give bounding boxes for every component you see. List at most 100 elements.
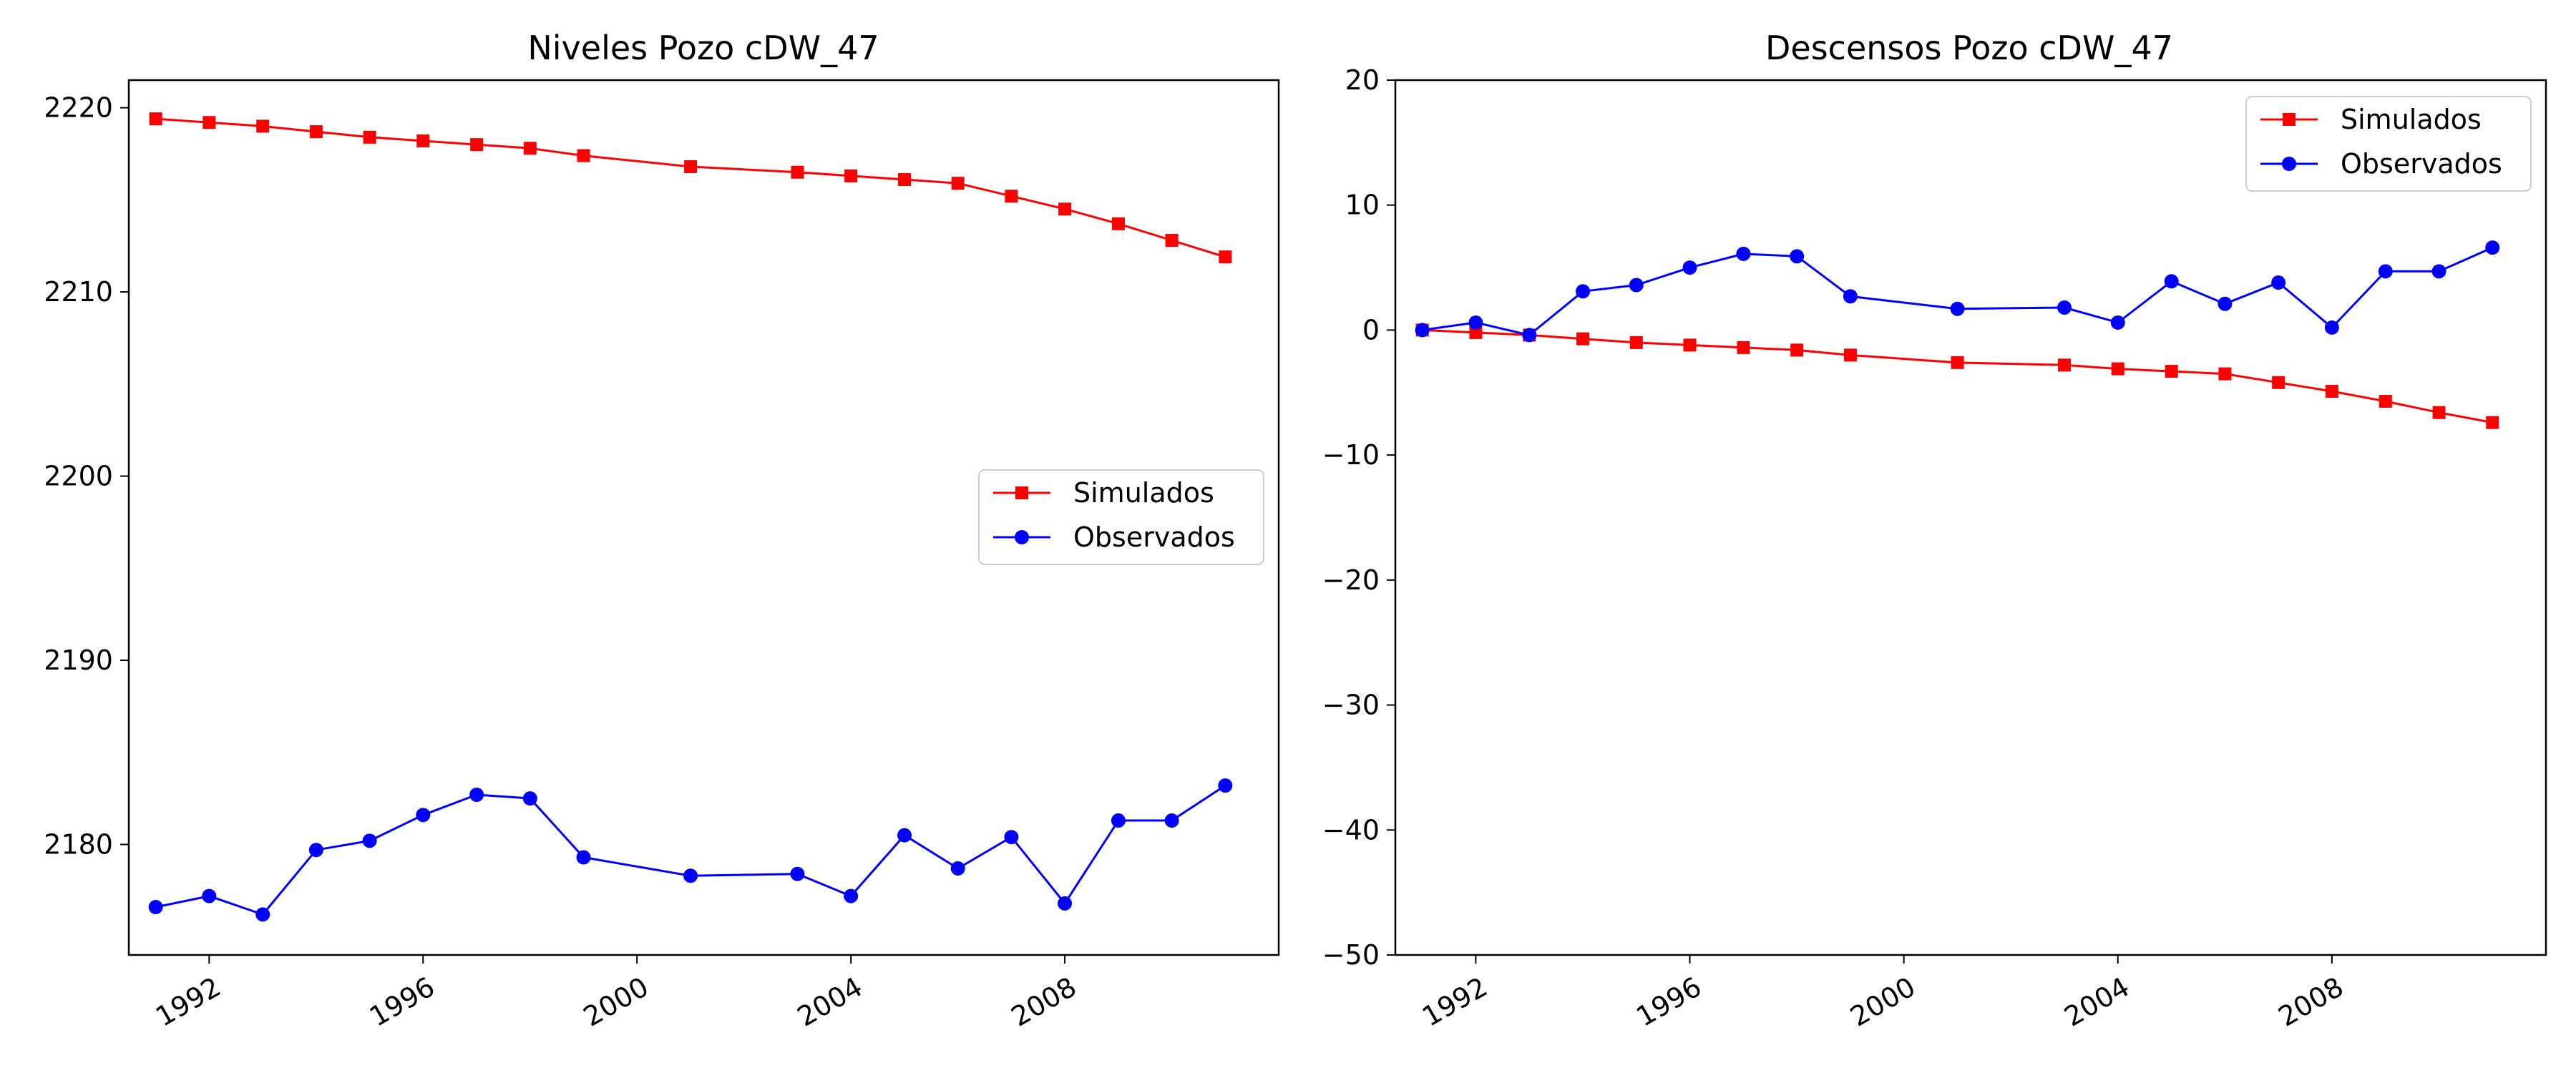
data-point-observados [1576, 284, 1591, 299]
data-point-observados [2378, 264, 2393, 279]
data-point-simulados [2272, 376, 2285, 389]
data-point-simulados [791, 165, 804, 179]
data-point-simulados [256, 119, 270, 133]
data-point-observados [2431, 264, 2446, 279]
data-point-observados [416, 808, 431, 823]
data-point-simulados [1219, 250, 1232, 264]
data-point-simulados [416, 134, 430, 147]
data-point-observados [2271, 275, 2286, 290]
data-point-simulados [149, 112, 162, 126]
data-point-observados [1058, 896, 1073, 911]
y-tick-label: −40 [1322, 814, 1380, 846]
data-point-simulados [2218, 367, 2232, 381]
data-point-simulados [470, 138, 484, 152]
data-point-simulados [523, 142, 537, 155]
data-point-observados [148, 900, 163, 915]
y-tick-label: 2190 [44, 645, 113, 676]
data-point-observados [844, 888, 859, 903]
data-point-observados [1111, 813, 1126, 828]
data-point-observados [1468, 315, 1483, 330]
data-point-simulados [951, 177, 965, 190]
legend-marker-square [1015, 486, 1028, 499]
data-point-observados [1950, 301, 1965, 316]
data-point-simulados [577, 149, 590, 162]
y-tick-label: 2210 [44, 276, 113, 308]
legend-label-observados: Observados [2341, 148, 2502, 180]
data-point-observados [1415, 323, 1430, 338]
data-point-observados [255, 907, 270, 922]
data-point-simulados [1843, 348, 1857, 362]
data-point-simulados [1629, 335, 1643, 349]
legend: Simulados Observados [978, 469, 1264, 565]
legend-marker-circle [1015, 530, 1029, 544]
data-point-simulados [1111, 217, 1125, 230]
data-point-simulados [2432, 406, 2446, 419]
chart-title: Descensos Pozo cDW_47 [1765, 29, 2173, 67]
data-point-observados [2485, 240, 2500, 255]
data-point-simulados [203, 116, 216, 129]
y-tick-label: −30 [1322, 690, 1380, 721]
data-point-simulados [2379, 395, 2392, 408]
data-point-simulados [309, 125, 323, 139]
data-point-observados [522, 791, 537, 806]
y-tick-label: −50 [1322, 939, 1380, 971]
data-point-observados [2057, 300, 2072, 315]
data-point-simulados [1737, 340, 1750, 354]
data-point-simulados [2058, 358, 2072, 372]
data-point-observados [2110, 315, 2125, 330]
legend: Simulados Observados [2245, 96, 2532, 192]
data-point-observados [362, 833, 377, 848]
axes-frame [1394, 79, 2547, 956]
data-point-simulados [1469, 325, 1483, 339]
data-point-simulados [898, 173, 912, 187]
chart-title: Niveles Pozo cDW_47 [527, 29, 879, 67]
data-point-observados [1843, 289, 1858, 304]
data-point-simulados [2486, 416, 2499, 429]
data-point-simulados [363, 130, 376, 144]
data-point-observados [2324, 320, 2339, 335]
data-point-simulados [844, 169, 858, 182]
data-point-observados [1522, 328, 1537, 343]
legend-label-simulados: Simulados [2341, 104, 2482, 135]
axes-frame [127, 79, 1280, 956]
y-tick-label: −10 [1322, 439, 1380, 471]
y-tick-label: 2180 [44, 829, 113, 861]
data-point-observados [1790, 249, 1805, 264]
legend-label-simulados: Simulados [1073, 477, 1214, 509]
y-tick-label: 2200 [44, 461, 113, 492]
data-point-observados [308, 843, 323, 858]
legend-marker-square [2283, 113, 2296, 126]
data-point-observados [469, 787, 484, 802]
data-point-simulados [2325, 385, 2338, 398]
y-tick-label: 0 [1362, 314, 1380, 346]
data-point-simulados [1683, 338, 1697, 352]
data-point-simulados [2111, 362, 2124, 376]
y-tick-label: 10 [1345, 190, 1380, 221]
data-point-simulados [1058, 202, 1072, 216]
data-point-simulados [1005, 190, 1018, 203]
legend-marker-circle [2282, 157, 2296, 171]
data-point-observados [897, 828, 912, 843]
data-point-simulados [1790, 343, 1804, 357]
data-point-observados [202, 888, 217, 903]
data-point-observados [1218, 778, 1233, 793]
data-point-observados [1736, 246, 1751, 261]
data-point-observados [2164, 274, 2179, 289]
plot-area [1415, 240, 2500, 429]
data-point-simulados [2165, 365, 2178, 378]
data-point-observados [790, 866, 805, 881]
legend-label-observados: Observados [1073, 521, 1235, 553]
data-point-simulados [1576, 332, 1590, 346]
plot-area [148, 112, 1233, 922]
y-tick-label: −20 [1322, 564, 1380, 596]
data-point-simulados [1951, 356, 1964, 369]
data-point-observados [683, 868, 698, 883]
data-point-observados [1164, 813, 1179, 828]
data-point-observados [2218, 296, 2233, 311]
data-point-observados [576, 850, 591, 865]
data-point-observados [1629, 278, 1644, 293]
data-point-observados [950, 861, 965, 876]
data-point-simulados [1165, 234, 1179, 248]
